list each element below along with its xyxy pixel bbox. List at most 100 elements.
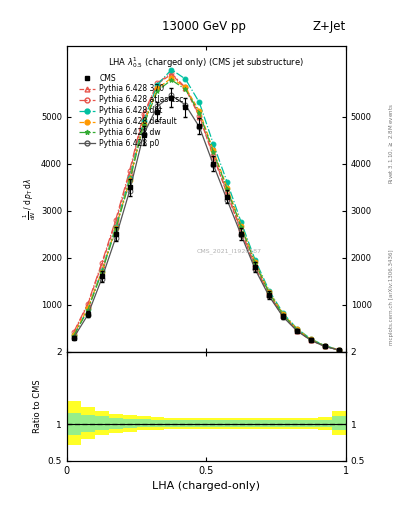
Pythia 6.428 d6t bbox=[169, 67, 174, 73]
Pythia 6.428 dw bbox=[295, 327, 299, 333]
Pythia 6.428 d6t bbox=[183, 76, 188, 82]
Pythia 6.428 dw bbox=[336, 347, 341, 353]
Pythia 6.428 p0 bbox=[99, 276, 104, 282]
Pythia 6.428 dw bbox=[99, 270, 104, 276]
Pythia 6.428 dw bbox=[281, 312, 285, 318]
Pythia 6.428 dw bbox=[113, 226, 118, 232]
Pythia 6.428 dw bbox=[169, 77, 174, 83]
Pythia 6.428 default bbox=[127, 177, 132, 183]
Text: LHA $\lambda^{1}_{0.5}$ (charged only) (CMS jet substructure): LHA $\lambda^{1}_{0.5}$ (charged only) (… bbox=[108, 55, 304, 70]
Pythia 6.428 atlas-csc bbox=[267, 291, 272, 297]
Pythia 6.428 370 bbox=[183, 86, 188, 92]
Pythia 6.428 default bbox=[309, 336, 313, 343]
Text: CMS_2021_I1920187: CMS_2021_I1920187 bbox=[196, 248, 261, 253]
Pythia 6.428 atlas-csc bbox=[155, 80, 160, 86]
Pythia 6.428 p0 bbox=[225, 197, 230, 203]
Pythia 6.428 d6t bbox=[295, 326, 299, 332]
Pythia 6.428 p0 bbox=[197, 124, 202, 130]
Line: Pythia 6.428 d6t: Pythia 6.428 d6t bbox=[72, 67, 341, 352]
Pythia 6.428 default bbox=[169, 75, 174, 81]
Pythia 6.428 370 bbox=[281, 313, 285, 319]
Pythia 6.428 p0 bbox=[281, 314, 285, 320]
Pythia 6.428 atlas-csc bbox=[239, 227, 244, 233]
Pythia 6.428 default bbox=[155, 86, 160, 92]
Pythia 6.428 atlas-csc bbox=[72, 329, 76, 335]
Pythia 6.428 atlas-csc bbox=[336, 347, 341, 353]
Pythia 6.428 default bbox=[211, 147, 216, 154]
Line: Pythia 6.428 default: Pythia 6.428 default bbox=[72, 76, 341, 352]
Pythia 6.428 default bbox=[197, 108, 202, 114]
Pythia 6.428 d6t bbox=[113, 224, 118, 230]
Pythia 6.428 atlas-csc bbox=[113, 217, 118, 223]
Pythia 6.428 d6t bbox=[253, 257, 257, 263]
Pythia 6.428 dw bbox=[197, 110, 202, 116]
Pythia 6.428 370 bbox=[309, 337, 313, 344]
Pythia 6.428 atlas-csc bbox=[323, 343, 327, 349]
Pythia 6.428 dw bbox=[127, 178, 132, 184]
Pythia 6.428 atlas-csc bbox=[183, 84, 188, 91]
Pythia 6.428 p0 bbox=[127, 188, 132, 194]
Pythia 6.428 default bbox=[267, 289, 272, 295]
Pythia 6.428 370 bbox=[225, 191, 230, 197]
Text: Z+Jet: Z+Jet bbox=[312, 20, 346, 33]
Pythia 6.428 d6t bbox=[155, 81, 160, 88]
Pythia 6.428 370 bbox=[85, 302, 90, 308]
Pythia 6.428 370 bbox=[253, 264, 257, 270]
Pythia 6.428 370 bbox=[127, 170, 132, 176]
Line: Pythia 6.428 atlas-csc: Pythia 6.428 atlas-csc bbox=[72, 71, 341, 352]
Pythia 6.428 370 bbox=[141, 114, 146, 120]
Pythia 6.428 370 bbox=[113, 219, 118, 225]
Pythia 6.428 p0 bbox=[267, 293, 272, 299]
Pythia 6.428 370 bbox=[323, 344, 327, 350]
Pythia 6.428 370 bbox=[239, 229, 244, 235]
Pythia 6.428 p0 bbox=[211, 161, 216, 167]
Pythia 6.428 370 bbox=[197, 114, 202, 120]
Pythia 6.428 370 bbox=[336, 347, 341, 353]
Pythia 6.428 default bbox=[113, 225, 118, 231]
Pythia 6.428 atlas-csc bbox=[99, 260, 104, 266]
Pythia 6.428 p0 bbox=[155, 103, 160, 110]
Pythia 6.428 370 bbox=[155, 80, 160, 87]
Pythia 6.428 dw bbox=[155, 88, 160, 94]
Pythia 6.428 atlas-csc bbox=[197, 113, 202, 119]
Pythia 6.428 atlas-csc bbox=[211, 152, 216, 158]
Pythia 6.428 d6t bbox=[267, 287, 272, 293]
Pythia 6.428 dw bbox=[85, 307, 90, 313]
Pythia 6.428 p0 bbox=[309, 337, 313, 344]
Pythia 6.428 p0 bbox=[72, 334, 76, 340]
Pythia 6.428 atlas-csc bbox=[225, 189, 230, 196]
Legend: CMS, Pythia 6.428 370, Pythia 6.428 atlas-csc, Pythia 6.428 d6t, Pythia 6.428 de: CMS, Pythia 6.428 370, Pythia 6.428 atla… bbox=[76, 71, 186, 151]
Pythia 6.428 dw bbox=[253, 260, 257, 266]
Pythia 6.428 default bbox=[225, 185, 230, 191]
Pythia 6.428 p0 bbox=[113, 235, 118, 241]
Pythia 6.428 d6t bbox=[141, 118, 146, 124]
Pythia 6.428 370 bbox=[169, 71, 174, 77]
Pythia 6.428 d6t bbox=[197, 99, 202, 105]
Pythia 6.428 atlas-csc bbox=[253, 263, 257, 269]
Pythia 6.428 d6t bbox=[336, 347, 341, 353]
Pythia 6.428 d6t bbox=[309, 336, 313, 342]
Pythia 6.428 default bbox=[336, 347, 341, 353]
Pythia 6.428 atlas-csc bbox=[309, 337, 313, 343]
Pythia 6.428 d6t bbox=[323, 343, 327, 349]
Pythia 6.428 dw bbox=[309, 337, 313, 343]
Pythia 6.428 dw bbox=[239, 224, 244, 230]
Pythia 6.428 p0 bbox=[183, 102, 188, 108]
Pythia 6.428 370 bbox=[211, 154, 216, 160]
Line: Pythia 6.428 370: Pythia 6.428 370 bbox=[72, 72, 341, 352]
Pythia 6.428 dw bbox=[323, 343, 327, 349]
Pythia 6.428 d6t bbox=[281, 310, 285, 316]
Pythia 6.428 p0 bbox=[239, 232, 244, 238]
Pythia 6.428 atlas-csc bbox=[295, 327, 299, 333]
Pythia 6.428 default bbox=[72, 332, 76, 338]
Pythia 6.428 atlas-csc bbox=[281, 312, 285, 318]
Pythia 6.428 dw bbox=[267, 290, 272, 296]
Y-axis label: $\frac{1}{\mathrm{d}N}$ / $\mathrm{d}\,p_\mathrm{T}\,\mathrm{d}\lambda$: $\frac{1}{\mathrm{d}N}$ / $\mathrm{d}\,p… bbox=[22, 178, 38, 220]
Pythia 6.428 dw bbox=[211, 149, 216, 155]
Line: Pythia 6.428 p0: Pythia 6.428 p0 bbox=[72, 93, 341, 352]
Text: 13000 GeV pp: 13000 GeV pp bbox=[162, 20, 246, 33]
Pythia 6.428 370 bbox=[295, 328, 299, 334]
Pythia 6.428 p0 bbox=[253, 266, 257, 272]
Y-axis label: Ratio to CMS: Ratio to CMS bbox=[33, 379, 42, 433]
Pythia 6.428 default bbox=[85, 305, 90, 311]
